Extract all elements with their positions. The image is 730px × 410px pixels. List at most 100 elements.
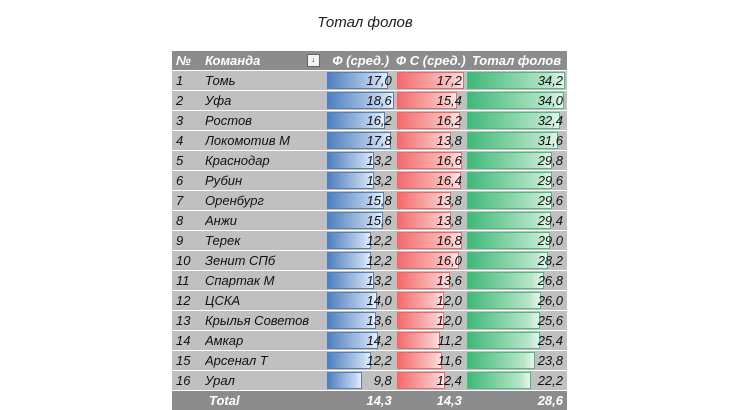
- fc-cell[interactable]: 17,2: [396, 71, 466, 91]
- fc-databar: [397, 352, 442, 369]
- fc-cell[interactable]: 16,8: [396, 231, 466, 251]
- f-cell[interactable]: 14,0: [326, 291, 396, 311]
- rank-cell[interactable]: 7: [172, 191, 205, 211]
- total-cell[interactable]: 34,2: [466, 71, 567, 91]
- col-header-total[interactable]: Тотал фолов: [466, 51, 567, 71]
- rank-cell[interactable]: 4: [172, 131, 205, 151]
- team-cell[interactable]: Анжи: [205, 211, 326, 231]
- rank-cell[interactable]: 9: [172, 231, 205, 251]
- f-cell[interactable]: 15,8: [326, 191, 396, 211]
- total-cell[interactable]: 22,2: [466, 371, 567, 391]
- f-cell[interactable]: 12,2: [326, 231, 396, 251]
- fc-cell[interactable]: 16,2: [396, 111, 466, 131]
- total-cell[interactable]: 29,6: [466, 171, 567, 191]
- fc-cell[interactable]: 13,8: [396, 131, 466, 151]
- team-cell[interactable]: Зенит СПб: [205, 251, 326, 271]
- rank-cell[interactable]: 8: [172, 211, 205, 231]
- f-cell[interactable]: 13,2: [326, 171, 396, 191]
- rank-cell[interactable]: 13: [172, 311, 205, 331]
- total-label[interactable]: Total: [205, 391, 326, 410]
- fc-cell[interactable]: 13,8: [396, 191, 466, 211]
- total-databar-wrap: 29,6: [467, 172, 565, 189]
- f-cell[interactable]: 13,2: [326, 151, 396, 171]
- total-cell[interactable]: 32,4: [466, 111, 567, 131]
- fc-cell[interactable]: 12,4: [396, 371, 466, 391]
- f-cell[interactable]: 14,2: [326, 331, 396, 351]
- fc-cell[interactable]: 15,4: [396, 91, 466, 111]
- total-f[interactable]: 14,3: [326, 391, 396, 410]
- fc-cell[interactable]: 16,4: [396, 171, 466, 191]
- total-cell[interactable]: 29,4: [466, 211, 567, 231]
- total-value: 31,6: [538, 132, 563, 149]
- team-cell[interactable]: Крылья Советов: [205, 311, 326, 331]
- total-cell[interactable]: 26,8: [466, 271, 567, 291]
- fc-cell[interactable]: 11,2: [396, 331, 466, 351]
- fc-cell[interactable]: 16,6: [396, 151, 466, 171]
- team-cell[interactable]: Томь: [205, 71, 326, 91]
- rank-cell[interactable]: 6: [172, 171, 205, 191]
- fc-databar-wrap: 12,0: [397, 292, 464, 309]
- rank-cell[interactable]: 2: [172, 91, 205, 111]
- total-cell[interactable]: 31,6: [466, 131, 567, 151]
- fc-cell[interactable]: 13,8: [396, 211, 466, 231]
- fc-cell[interactable]: 16,0: [396, 251, 466, 271]
- rank-cell[interactable]: 16: [172, 371, 205, 391]
- team-cell[interactable]: Амкар: [205, 331, 326, 351]
- total-databar-wrap: 34,0: [467, 92, 565, 109]
- rank-cell[interactable]: 14: [172, 331, 205, 351]
- total-total[interactable]: 28,6: [466, 391, 567, 410]
- team-cell[interactable]: Урал: [205, 371, 326, 391]
- f-cell[interactable]: 15,6: [326, 211, 396, 231]
- team-cell[interactable]: Арсенал Т: [205, 351, 326, 371]
- f-cell[interactable]: 16,2: [326, 111, 396, 131]
- fc-cell[interactable]: 13,6: [396, 271, 466, 291]
- fc-cell[interactable]: 11,6: [396, 351, 466, 371]
- total-fc[interactable]: 14,3: [396, 391, 466, 410]
- total-cell[interactable]: 29,0: [466, 231, 567, 251]
- team-cell[interactable]: Оренбург: [205, 191, 326, 211]
- total-cell[interactable]: 29,8: [466, 151, 567, 171]
- col-header-fc[interactable]: Ф С (сред.): [396, 51, 466, 71]
- f-cell[interactable]: 12,2: [326, 351, 396, 371]
- rank-cell[interactable]: 10: [172, 251, 205, 271]
- team-cell[interactable]: Краснодар: [205, 151, 326, 171]
- f-cell[interactable]: 17,8: [326, 131, 396, 151]
- rank-cell[interactable]: 3: [172, 111, 205, 131]
- fc-cell[interactable]: 12,0: [396, 291, 466, 311]
- total-cell[interactable]: 26,0: [466, 291, 567, 311]
- team-cell[interactable]: Спартак М: [205, 271, 326, 291]
- f-cell[interactable]: 9,8: [326, 371, 396, 391]
- total-cell[interactable]: 25,6: [466, 311, 567, 331]
- total-cell[interactable]: 28,2: [466, 251, 567, 271]
- total-no-cell[interactable]: [172, 391, 205, 410]
- total-cell[interactable]: 25,4: [466, 331, 567, 351]
- team-cell[interactable]: ЦСКА: [205, 291, 326, 311]
- f-cell[interactable]: 13,2: [326, 271, 396, 291]
- rank-cell[interactable]: 15: [172, 351, 205, 371]
- team-cell[interactable]: Уфа: [205, 91, 326, 111]
- sort-filter-icon[interactable]: ↓: [307, 54, 320, 67]
- team-cell[interactable]: Локомотив М: [205, 131, 326, 151]
- f-cell[interactable]: 17,0: [326, 71, 396, 91]
- total-databar-wrap: 25,6: [467, 312, 565, 329]
- rank-cell[interactable]: 12: [172, 291, 205, 311]
- f-cell[interactable]: 12,2: [326, 251, 396, 271]
- f-databar-wrap: 12,2: [327, 232, 394, 249]
- rank-cell[interactable]: 5: [172, 151, 205, 171]
- team-cell[interactable]: Ростов: [205, 111, 326, 131]
- team-cell[interactable]: Рубин: [205, 171, 326, 191]
- col-header-team[interactable]: Команда ↓: [205, 51, 326, 71]
- total-cell[interactable]: 29,6: [466, 191, 567, 211]
- team-cell[interactable]: Терек: [205, 231, 326, 251]
- f-databar-wrap: 12,2: [327, 252, 394, 269]
- fc-cell[interactable]: 12,0: [396, 311, 466, 331]
- f-cell[interactable]: 18,6: [326, 91, 396, 111]
- rank-cell[interactable]: 11: [172, 271, 205, 291]
- total-cell[interactable]: 34,0: [466, 91, 567, 111]
- rank-cell[interactable]: 1: [172, 71, 205, 91]
- col-header-f[interactable]: Ф (сред.): [326, 51, 396, 71]
- f-cell[interactable]: 13,6: [326, 311, 396, 331]
- total-cell[interactable]: 23,8: [466, 351, 567, 371]
- col-header-no[interactable]: №: [172, 51, 205, 71]
